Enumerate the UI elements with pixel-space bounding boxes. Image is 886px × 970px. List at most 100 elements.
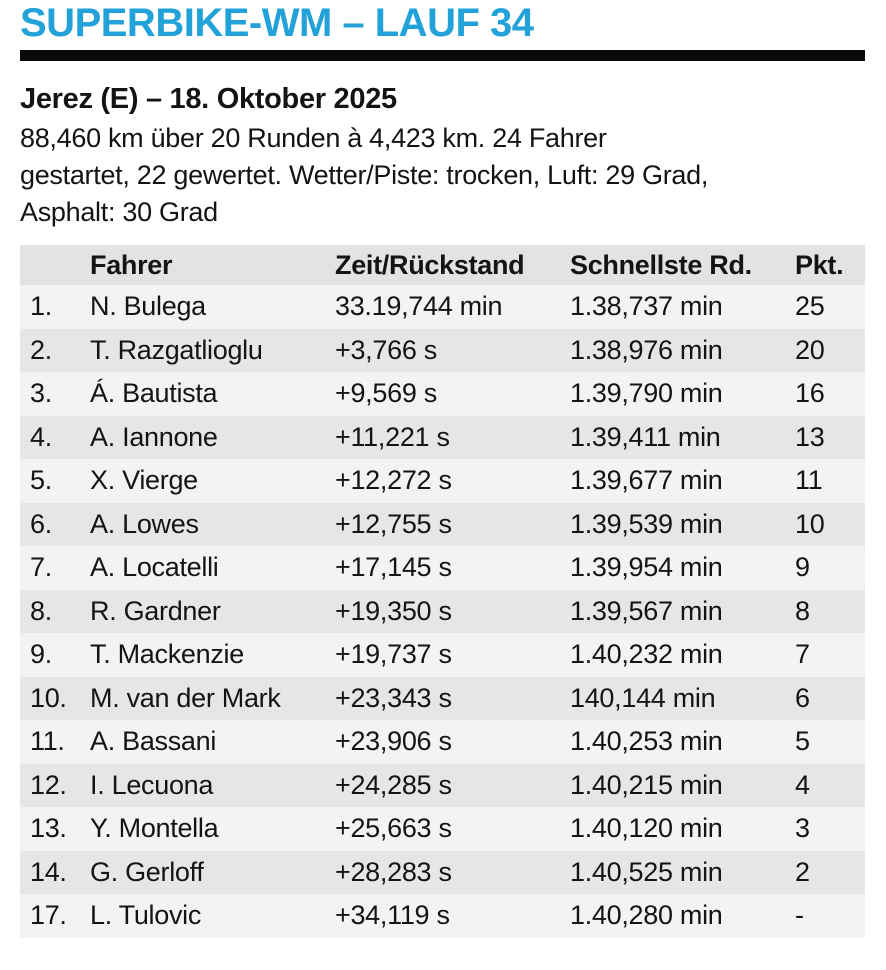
- schnellste-cell: 1.39,567 min: [570, 595, 723, 626]
- table-row: 12. I. Lecuona +24,285 s 1.40,215 min 4: [20, 763, 865, 807]
- event-description-line: 88,460 km über 20 Runden à 4,423 km. 24 …: [20, 123, 607, 153]
- table-row: 7. A. Locatelli +17,145 s 1.39,954 min 9: [20, 546, 865, 590]
- pkt-cell: 20: [795, 334, 825, 365]
- fahrer-cell: Y. Montella: [90, 813, 219, 844]
- rank-cell: 4.: [30, 421, 52, 452]
- rank-cell: 11.: [30, 726, 65, 757]
- zeit-cell: +19,737 s: [335, 639, 452, 670]
- zeit-cell: +23,906 s: [335, 726, 452, 757]
- table-row: 9. T. Mackenzie +19,737 s 1.40,232 min 7: [20, 633, 865, 677]
- zeit-cell: +28,283 s: [335, 856, 452, 887]
- table-row: 6. A. Lowes +12,755 s 1.39,539 min 10: [20, 502, 865, 546]
- zeit-cell: +11,221 s: [335, 421, 450, 452]
- zeit-cell: +12,755 s: [335, 508, 452, 539]
- pkt-column-header: Pkt.: [795, 249, 844, 280]
- zeit-cell: +17,145 s: [335, 552, 452, 583]
- table-row: 8. R. Gardner +19,350 s 1.39,567 min 8: [20, 589, 865, 633]
- title-rule: [20, 50, 865, 61]
- zeit-cell: +25,663 s: [335, 813, 452, 844]
- schnellste-cell: 1.39,411 min: [570, 421, 721, 452]
- schnellste-cell: 1.39,677 min: [570, 465, 723, 496]
- table-row: 2. T. Razgatlioglu +3,766 s 1.38,976 min 20: [20, 328, 865, 372]
- schnellste-cell: 1.39,790 min: [570, 378, 723, 409]
- pkt-cell: 11: [795, 465, 823, 496]
- fahrer-cell: R. Gardner: [90, 595, 221, 626]
- event-description: 88,460 km über 20 Runden à 4,423 km. 24 …: [20, 120, 865, 231]
- fahrer-cell: X. Vierge: [90, 465, 198, 496]
- schnellste-cell: 1.40,120 min: [570, 813, 723, 844]
- fahrer-cell: Á. Bautista: [90, 378, 218, 409]
- pkt-cell: 2: [795, 856, 810, 887]
- schnellste-cell: 1.38,976 min: [570, 334, 723, 365]
- fahrer-cell: A. Iannone: [90, 421, 218, 452]
- page-title: SUPERBIKE-WM – LAUF 34: [20, 1, 534, 45]
- table-row: 4. A. Iannone +11,221 s 1.39,411 min 13: [20, 415, 865, 459]
- fahrer-cell: A. Lowes: [90, 508, 199, 539]
- zeit-cell: +24,285 s: [335, 769, 452, 800]
- schnellste-cell: 1.39,954 min: [570, 552, 723, 583]
- pkt-cell: 4: [795, 769, 810, 800]
- pkt-cell: 10: [795, 508, 825, 539]
- table-row: 5. X. Vierge +12,272 s 1.39,677 min 11: [20, 459, 865, 503]
- zeit-column-header: Zeit/Rückstand: [335, 249, 525, 280]
- rank-cell: 1.: [30, 291, 52, 322]
- event-heading: Jerez (E) – 18. Oktober 2025: [20, 83, 397, 115]
- pkt-cell: 16: [795, 378, 825, 409]
- schnellste-cell: 1.40,253 min: [570, 726, 723, 757]
- rank-cell: 7.: [30, 552, 52, 583]
- schnellste-cell: 1.40,232 min: [570, 639, 723, 670]
- table-row: 3. Á. Bautista +9,569 s 1.39,790 min 16: [20, 372, 865, 416]
- pkt-cell: 9: [795, 552, 810, 583]
- pkt-cell: 6: [795, 682, 810, 713]
- rank-cell: 3.: [30, 378, 52, 409]
- zeit-cell: +12,272 s: [335, 465, 452, 496]
- rank-cell: 14.: [30, 856, 67, 887]
- schnellste-cell: 1.38,737 min: [570, 291, 723, 322]
- rank-cell: 9.: [30, 639, 52, 670]
- table-row: 14. G. Gerloff +28,283 s 1.40,525 min 2: [20, 850, 865, 894]
- fahrer-cell: A. Locatelli: [90, 552, 219, 583]
- rank-cell: 8.: [30, 595, 52, 626]
- pkt-cell: 5: [795, 726, 810, 757]
- fahrer-cell: G. Gerloff: [90, 856, 204, 887]
- fahrer-cell: M. van der Mark: [90, 682, 281, 713]
- rank-cell: 5.: [30, 465, 52, 496]
- pkt-cell: 25: [795, 291, 825, 322]
- pkt-cell: -: [795, 900, 804, 931]
- table-row: 17. L. Tulovic +34,119 s 1.40,280 min -: [20, 894, 865, 938]
- event-description-line: Asphalt: 30 Grad: [20, 197, 218, 227]
- table-row: 11. A. Bassani +23,906 s 1.40,253 min 5: [20, 720, 865, 764]
- rank-cell: 6.: [30, 508, 52, 539]
- pkt-cell: 3: [795, 813, 810, 844]
- fahrer-cell: L. Tulovic: [90, 900, 202, 931]
- fahrer-cell: T. Mackenzie: [90, 639, 244, 670]
- table-row: 1. N. Bulega 33.19,744 min 1.38,737 min 25: [20, 285, 865, 329]
- zeit-cell: +23,343 s: [335, 682, 452, 713]
- zeit-cell: +34,119 s: [335, 900, 450, 931]
- zeit-cell: 33.19,744 min: [335, 291, 503, 322]
- event-description-line: gestartet, 22 gewertet. Wetter/Piste: tr…: [20, 160, 709, 190]
- zeit-cell: +3,766 s: [335, 334, 437, 365]
- results-table: Fahrer Zeit/Rückstand Schnellste Rd. Pkt…: [20, 245, 865, 938]
- schnellste-cell: 1.39,539 min: [570, 508, 723, 539]
- rank-cell: 13.: [30, 813, 67, 844]
- zeit-cell: +9,569 s: [335, 378, 437, 409]
- schnellste-cell: 1.40,525 min: [570, 856, 723, 887]
- pkt-cell: 8: [795, 595, 810, 626]
- rank-cell: 2.: [30, 334, 52, 365]
- schnellste-column-header: Schnellste Rd.: [570, 249, 752, 280]
- fahrer-cell: N. Bulega: [90, 291, 206, 322]
- fahrer-column-header: Fahrer: [90, 249, 173, 280]
- rank-cell: 10.: [30, 682, 67, 713]
- rank-cell: 17.: [30, 900, 67, 931]
- table-row: 13. Y. Montella +25,663 s 1.40,120 min 3: [20, 807, 865, 851]
- pkt-cell: 7: [795, 639, 810, 670]
- fahrer-cell: I. Lecuona: [90, 769, 214, 800]
- pkt-cell: 13: [795, 421, 825, 452]
- schnellste-cell: 140,144 min: [570, 682, 716, 713]
- table-header-row: Fahrer Zeit/Rückstand Schnellste Rd. Pkt…: [20, 245, 865, 285]
- zeit-cell: +19,350 s: [335, 595, 452, 626]
- rank-cell: 12.: [30, 769, 67, 800]
- fahrer-cell: T. Razgatlioglu: [90, 334, 263, 365]
